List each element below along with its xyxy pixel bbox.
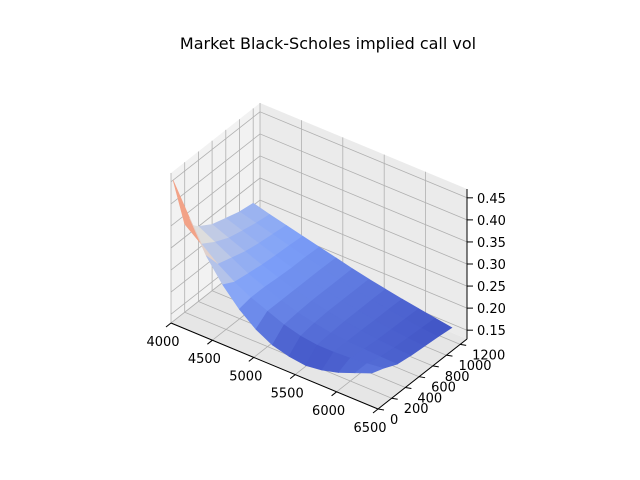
z-tick-label: 0.20 [477,302,506,317]
grid-line-z [170,133,468,221]
y-tick-mark [446,354,453,357]
y-tick-label: 0 [390,413,398,428]
y-tick-mark [418,376,426,379]
surface-mesh [172,180,453,374]
y-tick-label: 800 [445,370,470,385]
grid-line-z [170,177,468,265]
surface-patch [354,363,385,374]
z-tick-label: 0.15 [477,324,506,339]
chart-title: Market Black-Scholes implied call vol [180,34,476,53]
x-tick-mark [372,408,379,414]
z-tick-label: 0.30 [477,258,506,273]
x-tick-label: 6500 [353,421,386,436]
x-tick-mark [331,391,337,397]
x-tick-mark [289,374,296,379]
grid-line-z [170,155,468,243]
y-tick-label: 1200 [472,348,505,363]
y-axis-line [377,338,468,410]
y-tick-label: 600 [431,381,456,396]
y-tick-mark [377,408,385,411]
x-tick-label: 5000 [229,369,262,384]
x-tick-label: 6000 [312,404,345,419]
x-tick-mark [165,322,172,328]
x-tick-label: 5500 [271,387,304,402]
y-tick-mark [405,386,412,389]
x-axis-ticks: 4000 4500 5000 5500 6000 6500 [146,322,387,436]
y-tick-mark [432,365,439,368]
x-tick-mark [248,357,255,362]
x-tick-label: 4500 [188,352,221,367]
grid-line-z [170,111,468,199]
y-tick-label: 200 [404,402,429,417]
x-tick-label: 4000 [146,335,179,350]
y-tick-mark [391,397,398,400]
y-tick-label: 400 [417,391,442,406]
z-tick-label: 0.45 [477,192,506,207]
y-tick-mark [460,343,467,346]
x-tick-mark [207,339,213,345]
y-tick-label: 1000 [458,359,491,374]
z-axis-ticks: 0.15 0.20 0.25 0.30 0.35 0.40 0.45 [467,192,506,339]
z-tick-label: 0.40 [477,214,506,229]
grid-line-z [170,199,468,287]
z-tick-label: 0.25 [477,280,506,295]
z-tick-label: 0.35 [477,236,506,251]
x-axis-line [170,322,379,410]
